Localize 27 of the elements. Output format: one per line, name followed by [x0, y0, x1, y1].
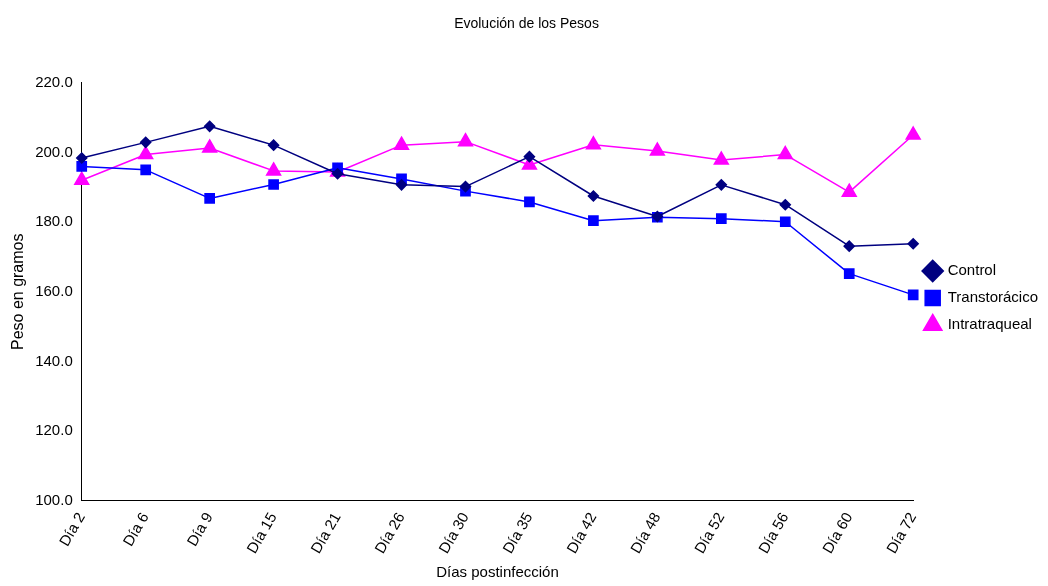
x-tick-label: Día 52	[690, 509, 728, 557]
x-tick-label: Día 2	[55, 509, 88, 549]
y-axis-title: Peso en gramos	[9, 233, 27, 351]
x-tick-label: Día 42	[562, 509, 600, 557]
y-tick-label: 120.0	[35, 421, 73, 439]
y-tick-label: 180.0	[35, 212, 73, 230]
legend-label: Transtorácico	[947, 288, 1038, 306]
x-tick-label: Día 21	[306, 509, 344, 557]
legend-label: Intratraqueal	[947, 315, 1032, 333]
x-tick-label: Día 60	[818, 509, 856, 557]
x-tick-label: Día 9	[183, 509, 216, 549]
y-tick-label: 220.0	[35, 72, 73, 90]
x-tick-label: Día 6	[119, 509, 152, 549]
y-tick-label: 200.0	[35, 142, 73, 160]
x-tick-label: Día 48	[626, 509, 664, 557]
x-tick-label: Día 35	[498, 509, 536, 557]
x-axis-title: Días postinfección	[436, 563, 559, 581]
x-tick-label: Día 15	[242, 509, 280, 557]
x-tick-label: Día 30	[434, 509, 472, 557]
y-tick-label: 140.0	[35, 351, 73, 369]
x-tick-label: Día 26	[370, 509, 408, 557]
legend-label: Control	[947, 261, 997, 279]
chart-title: Evolución de los Pesos	[454, 15, 599, 32]
x-tick-label: Día 72	[882, 509, 920, 557]
x-tick-label: Día 56	[754, 509, 792, 557]
y-tick-label: 100.0	[35, 490, 73, 508]
y-tick-label: 160.0	[35, 281, 73, 299]
